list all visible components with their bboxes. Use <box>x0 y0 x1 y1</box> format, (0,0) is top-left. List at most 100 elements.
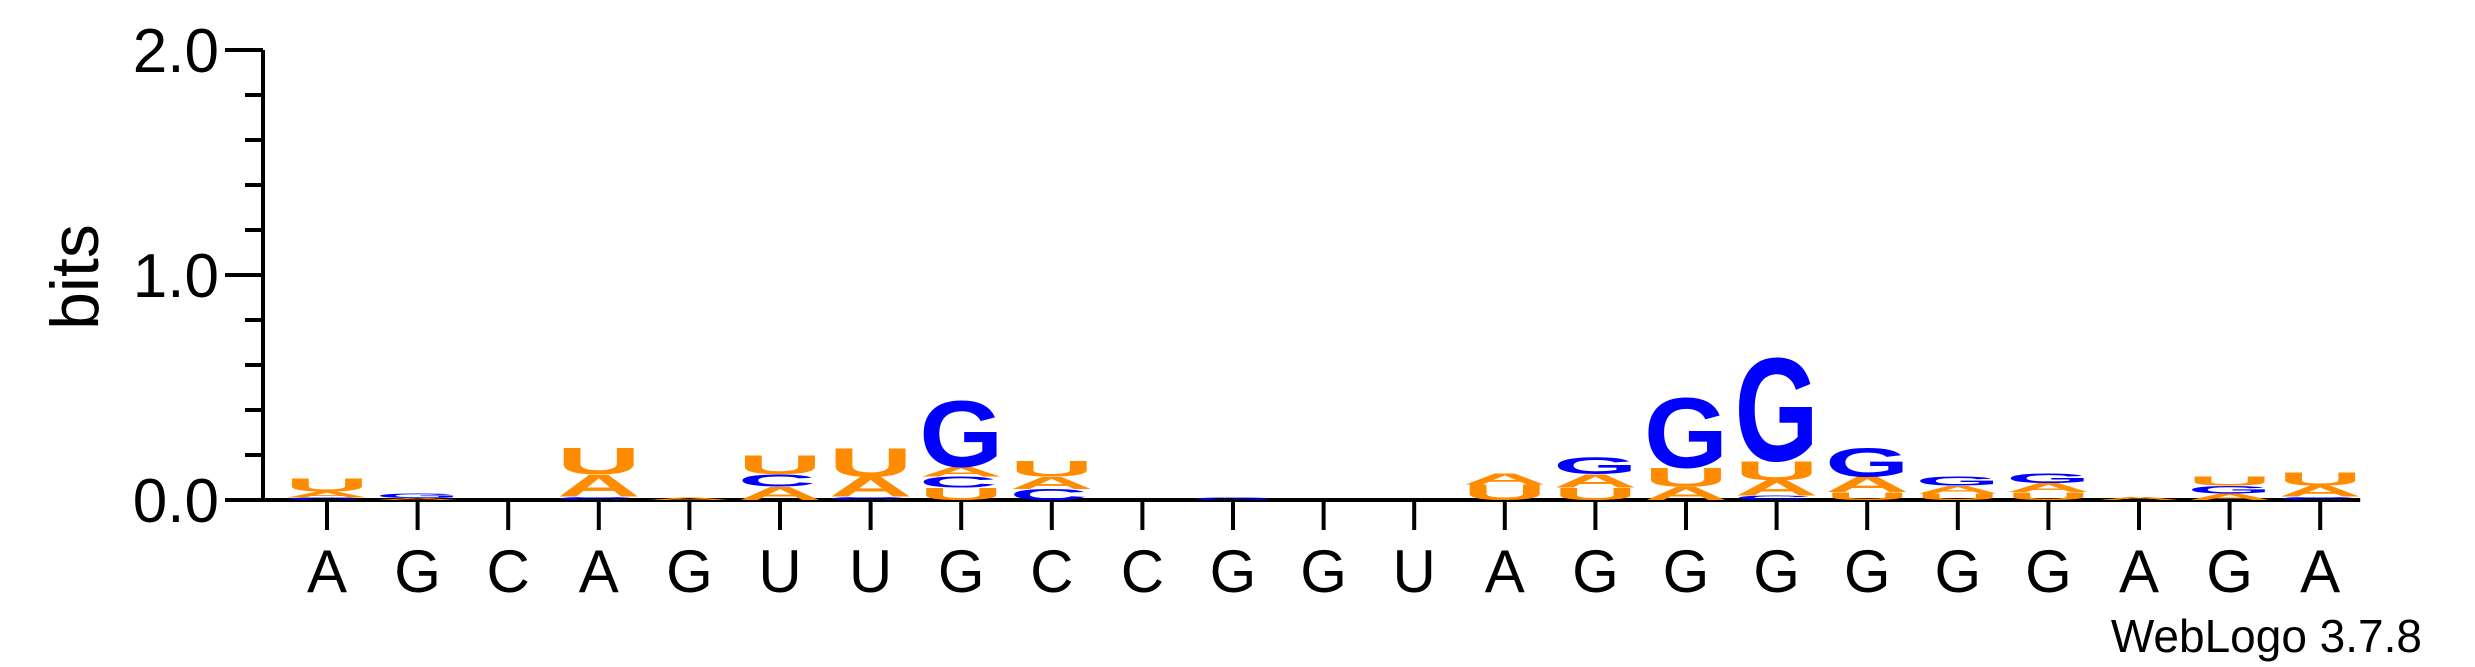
logo-letter: U <box>1010 456 1094 481</box>
x-tick-label: C <box>1121 538 1164 605</box>
x-tick-label: G <box>666 538 713 605</box>
x-tick-label: A <box>2300 538 2340 605</box>
x-tick-label: G <box>1844 538 1891 605</box>
logo-letter: C <box>2278 496 2356 501</box>
x-tick-label: G <box>2025 538 2072 605</box>
logo-letter: A <box>1010 473 1094 492</box>
logo-letter: G <box>1825 440 1909 486</box>
logo-letter: A <box>738 483 822 504</box>
logo-letter: U <box>1463 480 1547 505</box>
logo-letter: U <box>1916 492 2000 503</box>
logo-column: AUG <box>1644 378 1728 504</box>
x-tick-label: G <box>2206 538 2253 605</box>
logo-letter: U <box>1553 484 1637 503</box>
logo-letter: U <box>285 475 369 496</box>
logo-column: CAU <box>2278 468 2362 501</box>
x-tick-label: G <box>1572 538 1619 605</box>
logo-letter: U <box>2278 468 2362 489</box>
logo-letter: A <box>1644 483 1728 504</box>
x-tick-label: G <box>1934 538 1981 605</box>
logo-letter: G <box>1916 474 2000 488</box>
x-tick-label: G <box>1300 538 1347 605</box>
logo-letter: A <box>285 490 369 499</box>
logo-column: CAU <box>829 440 913 503</box>
logo-letter: A <box>829 471 913 503</box>
logo-column: CAU <box>1010 456 1094 503</box>
logo-column: UA <box>1463 470 1547 505</box>
logo-letter: A <box>647 497 731 500</box>
logo-column: A <box>2097 496 2181 501</box>
logo-column: CAU <box>285 475 369 501</box>
y-tick-label: 2.0 <box>133 17 219 86</box>
x-tick-label: G <box>1753 538 1800 605</box>
logo-letter: G <box>1191 497 1275 501</box>
weblogo-credit: WebLogo 3.7.8 <box>2111 610 2422 662</box>
logo-column: UAG <box>1916 474 2000 502</box>
logo-letter: U <box>2006 490 2090 502</box>
x-tick-label: C <box>487 538 530 605</box>
logo-letter: A <box>1735 476 1819 501</box>
logo-letter: G <box>1735 328 1819 492</box>
logo-letter: C <box>919 474 997 492</box>
logo-letter: A <box>1553 471 1637 492</box>
logo-letter: A <box>919 464 1003 480</box>
logo-column: UAG <box>1553 453 1637 504</box>
logo-letter: C <box>557 496 635 501</box>
logo-letter: A <box>376 498 460 501</box>
logo-column: UAG <box>1825 440 1909 503</box>
logo-letter: U <box>829 440 913 485</box>
logo-letter: A <box>2006 481 2090 495</box>
x-tick-label: U <box>849 538 892 605</box>
logo-letter: C <box>285 497 363 501</box>
logo-letter: U <box>919 484 1003 503</box>
x-tick-label: A <box>307 538 347 605</box>
logo-letter: A <box>1463 470 1547 488</box>
logo-letter: A <box>2278 482 2362 500</box>
logo-letter: U <box>2188 474 2272 488</box>
y-axis: 0.0 1.0 2.0 <box>133 17 265 536</box>
logo-letter: A <box>2188 492 2272 503</box>
x-tick-label: C <box>1030 538 1073 605</box>
logo-letter: G <box>2188 484 2272 496</box>
y-tick-label: 0.0 <box>133 467 219 536</box>
x-tick-label: G <box>394 538 441 605</box>
logo-column: UAG <box>2006 470 2090 502</box>
logo-column: AGU <box>2188 474 2272 502</box>
logo-letter: G <box>919 382 1003 487</box>
logo-letter: C <box>1735 494 1813 501</box>
x-tick-label: U <box>1393 538 1436 605</box>
logo-letter: C <box>1010 486 1088 504</box>
y-axis-label: bits <box>37 224 113 330</box>
x-tick-label: U <box>758 538 801 605</box>
logo-letter: U <box>1735 456 1819 486</box>
logo-letter: G <box>1553 453 1637 480</box>
logo-letter: U <box>1644 462 1728 492</box>
logo-letter: U <box>1825 490 1909 502</box>
logo-letter: C <box>829 496 907 501</box>
x-tick-label: A <box>579 538 619 605</box>
x-tick-label: A <box>2119 538 2159 605</box>
logo-column: G <box>1191 497 1275 501</box>
logo-column: A <box>647 497 731 500</box>
logo-column: ACU <box>738 450 822 504</box>
x-tick-label: A <box>1485 538 1525 605</box>
x-tick-label: G <box>1663 538 1710 605</box>
x-tick-label: G <box>938 538 985 605</box>
logo-letter: G <box>2006 470 2090 486</box>
logo-letter: G <box>376 493 460 500</box>
logo-column: CAU <box>557 441 641 504</box>
logo-column: AG <box>376 493 460 501</box>
logo-letter: A <box>557 469 641 504</box>
logo-letter: U <box>557 441 641 483</box>
y-tick-label: 1.0 <box>133 242 219 311</box>
logo-letter: A <box>2097 496 2181 501</box>
logo-letter: G <box>1644 378 1728 490</box>
logo-letter: A <box>1825 472 1909 497</box>
logo-letter: A <box>1916 483 2000 495</box>
logo-letter: C <box>738 471 816 490</box>
